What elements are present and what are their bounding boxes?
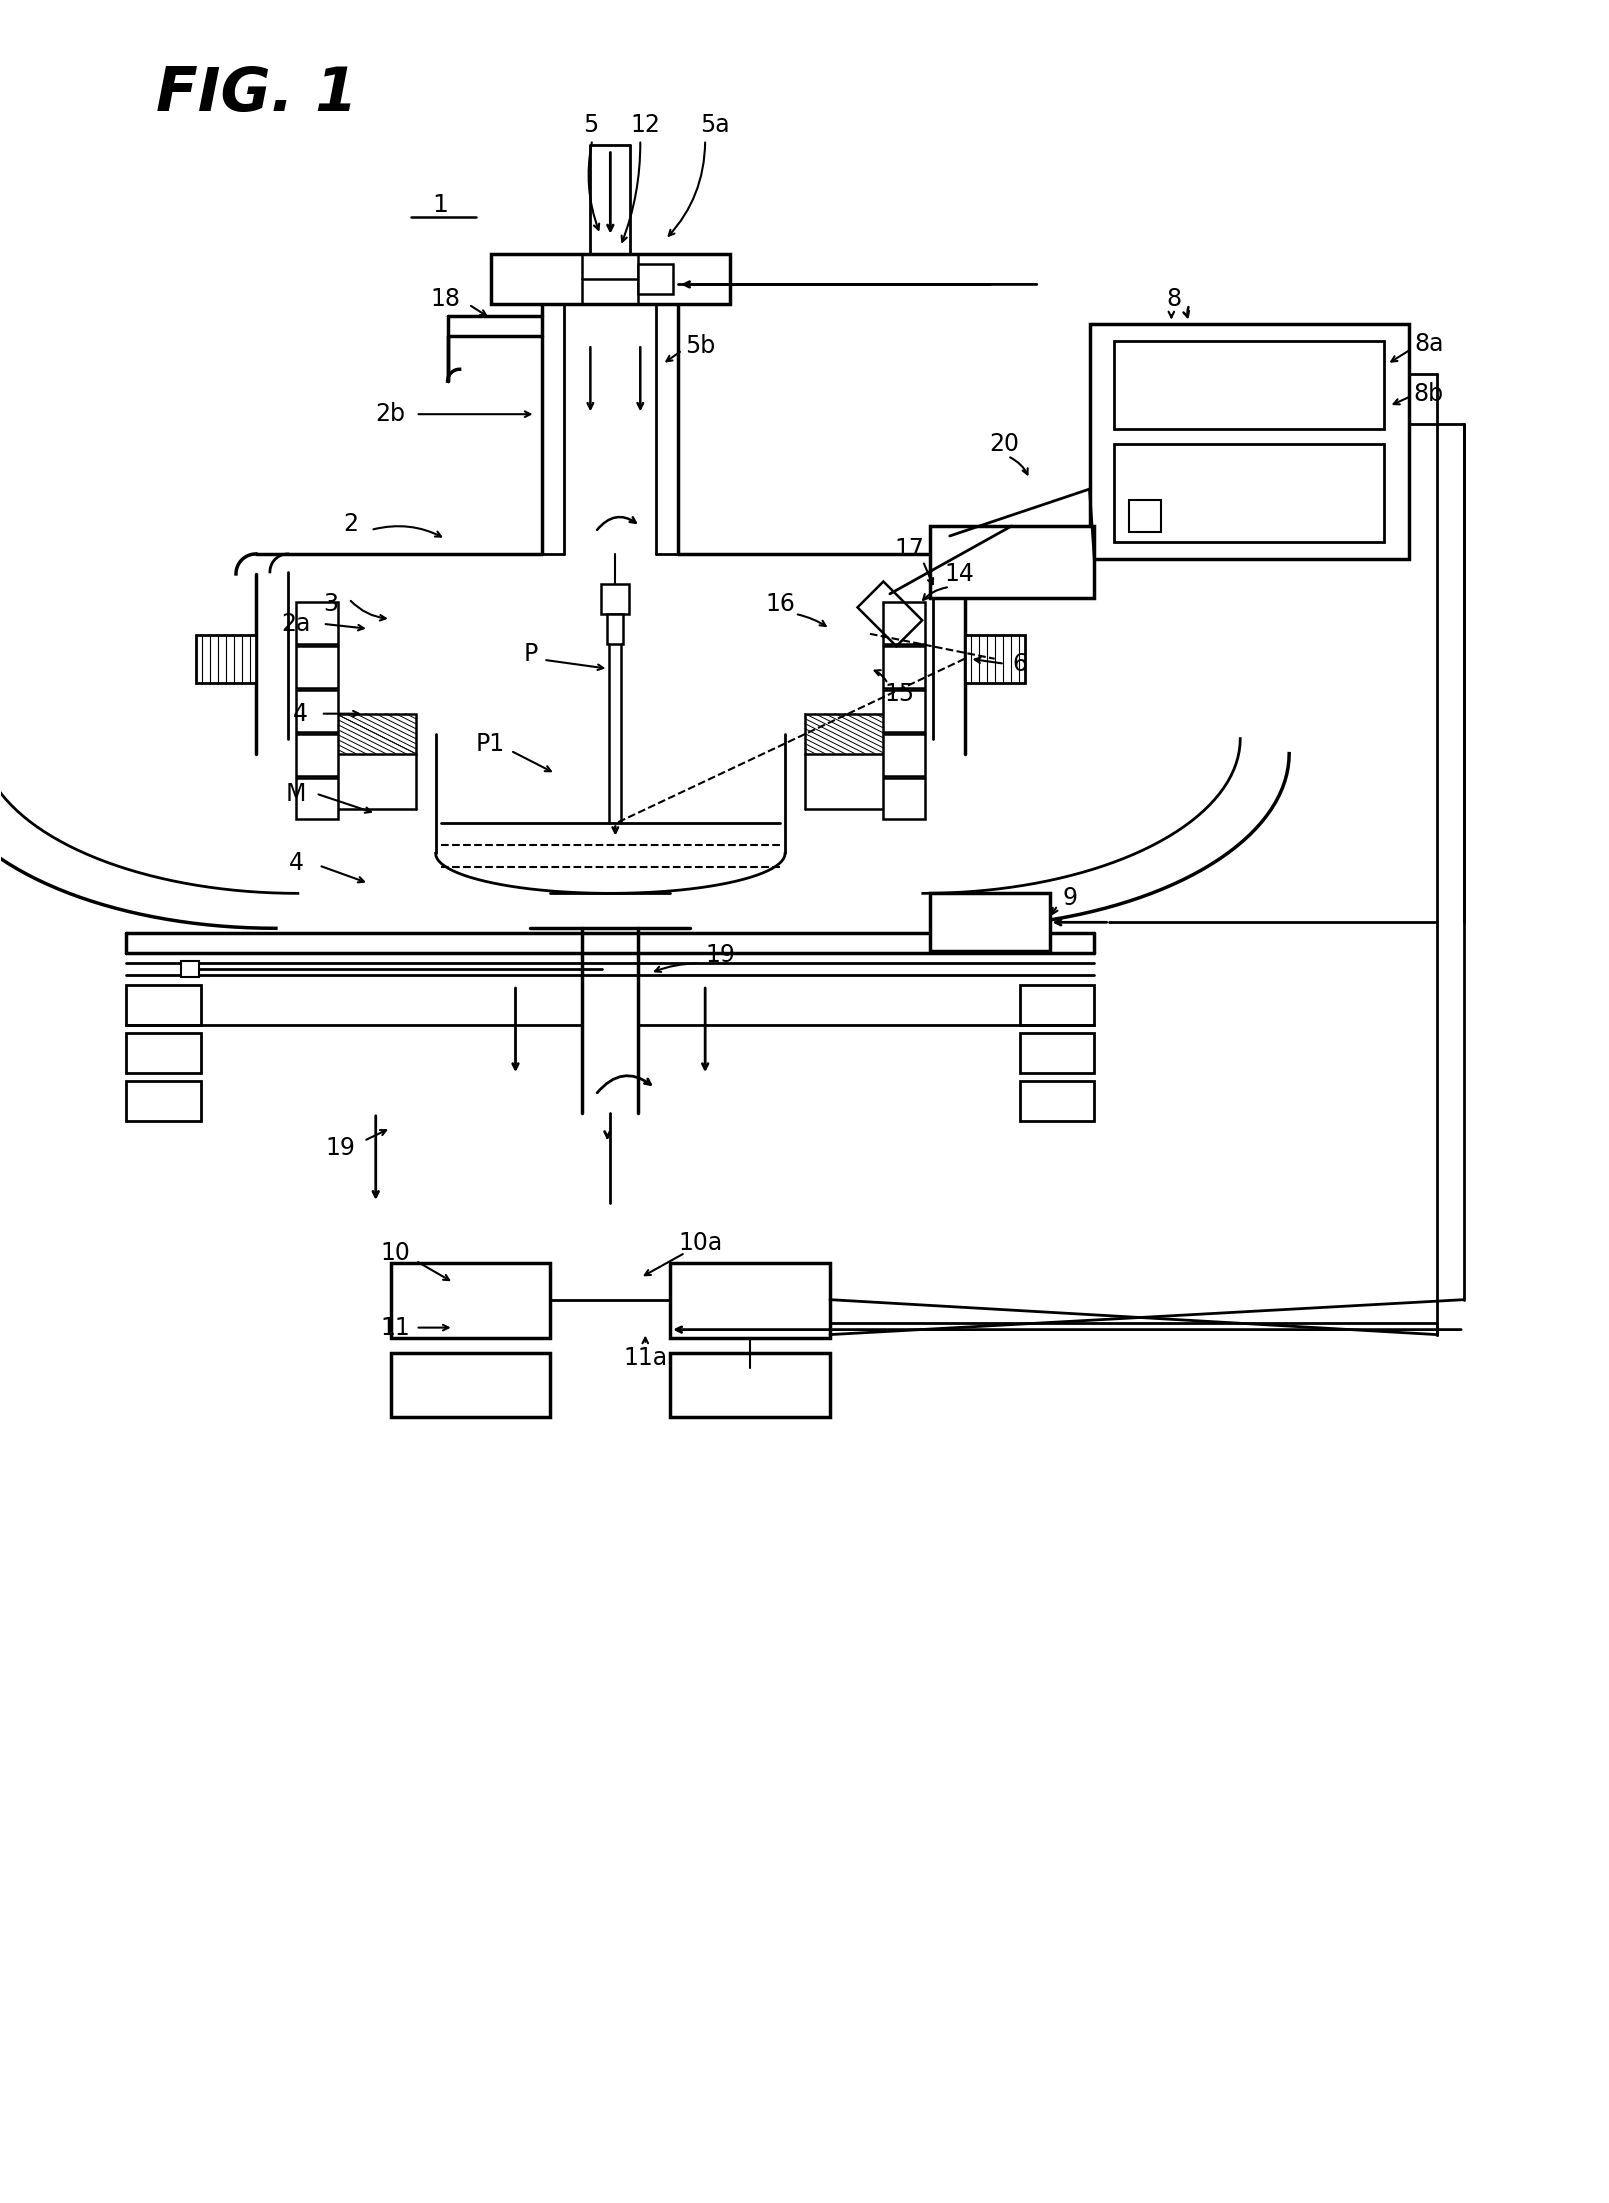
Bar [296,645,338,687]
Text: 10: 10 [381,1240,410,1265]
Bar [883,778,925,820]
Bar [930,894,1049,952]
Text: 5b: 5b [685,335,716,359]
Bar [196,634,256,683]
Text: 14: 14 [944,562,975,586]
Text: 5a: 5a [700,112,730,137]
Bar [883,601,925,643]
Text: 11: 11 [381,1315,410,1339]
Text: 16: 16 [766,593,795,617]
Bar [1020,985,1094,1024]
Text: 5: 5 [582,112,599,137]
Text: 6: 6 [1012,652,1027,676]
Text: 8a: 8a [1414,333,1443,357]
Bar [607,615,623,643]
Bar [930,527,1094,597]
Text: 4: 4 [288,850,304,875]
Text: 19: 19 [705,943,735,967]
Bar [391,1262,550,1337]
Text: 18: 18 [431,286,460,311]
Text: 11a: 11a [623,1346,668,1370]
Text: P: P [523,641,537,665]
Text: P1: P1 [476,731,505,756]
Text: 19: 19 [327,1137,356,1161]
Bar [671,1353,830,1417]
Bar [1115,445,1384,542]
Text: 3: 3 [323,593,338,617]
Bar [296,778,338,820]
Bar [491,256,730,304]
Bar [296,734,338,775]
Text: 4: 4 [293,703,309,725]
Bar [804,714,885,753]
Bar [1020,1033,1094,1073]
Bar [883,645,925,687]
Text: M: M [286,782,306,806]
Text: 8b: 8b [1414,383,1443,405]
Bar [1089,324,1409,560]
Bar [883,734,925,775]
Text: 12: 12 [631,112,660,137]
Text: 17: 17 [895,538,925,562]
Text: 10a: 10a [677,1231,722,1256]
Bar [391,1353,550,1417]
Bar [296,601,338,643]
Text: FIG. 1: FIG. 1 [156,66,357,123]
Text: 2b: 2b [377,403,405,425]
Bar [126,1082,201,1121]
Text: 20: 20 [990,432,1020,456]
Bar [126,985,201,1024]
Text: 8: 8 [1167,286,1183,311]
Bar [126,1033,201,1073]
Text: 2: 2 [343,511,359,535]
Bar [336,714,415,753]
Bar [883,690,925,731]
Bar [1115,341,1384,430]
Bar [965,634,1025,683]
Text: 1: 1 [433,192,449,216]
Bar [1130,500,1162,531]
Bar [671,1262,830,1337]
Text: 15: 15 [885,681,916,705]
Bar [639,264,673,295]
Bar [1020,1082,1094,1121]
Bar [602,584,629,615]
Bar [296,690,338,731]
Bar [182,961,200,978]
Text: 9: 9 [1062,886,1076,910]
Text: 2a: 2a [282,612,311,637]
